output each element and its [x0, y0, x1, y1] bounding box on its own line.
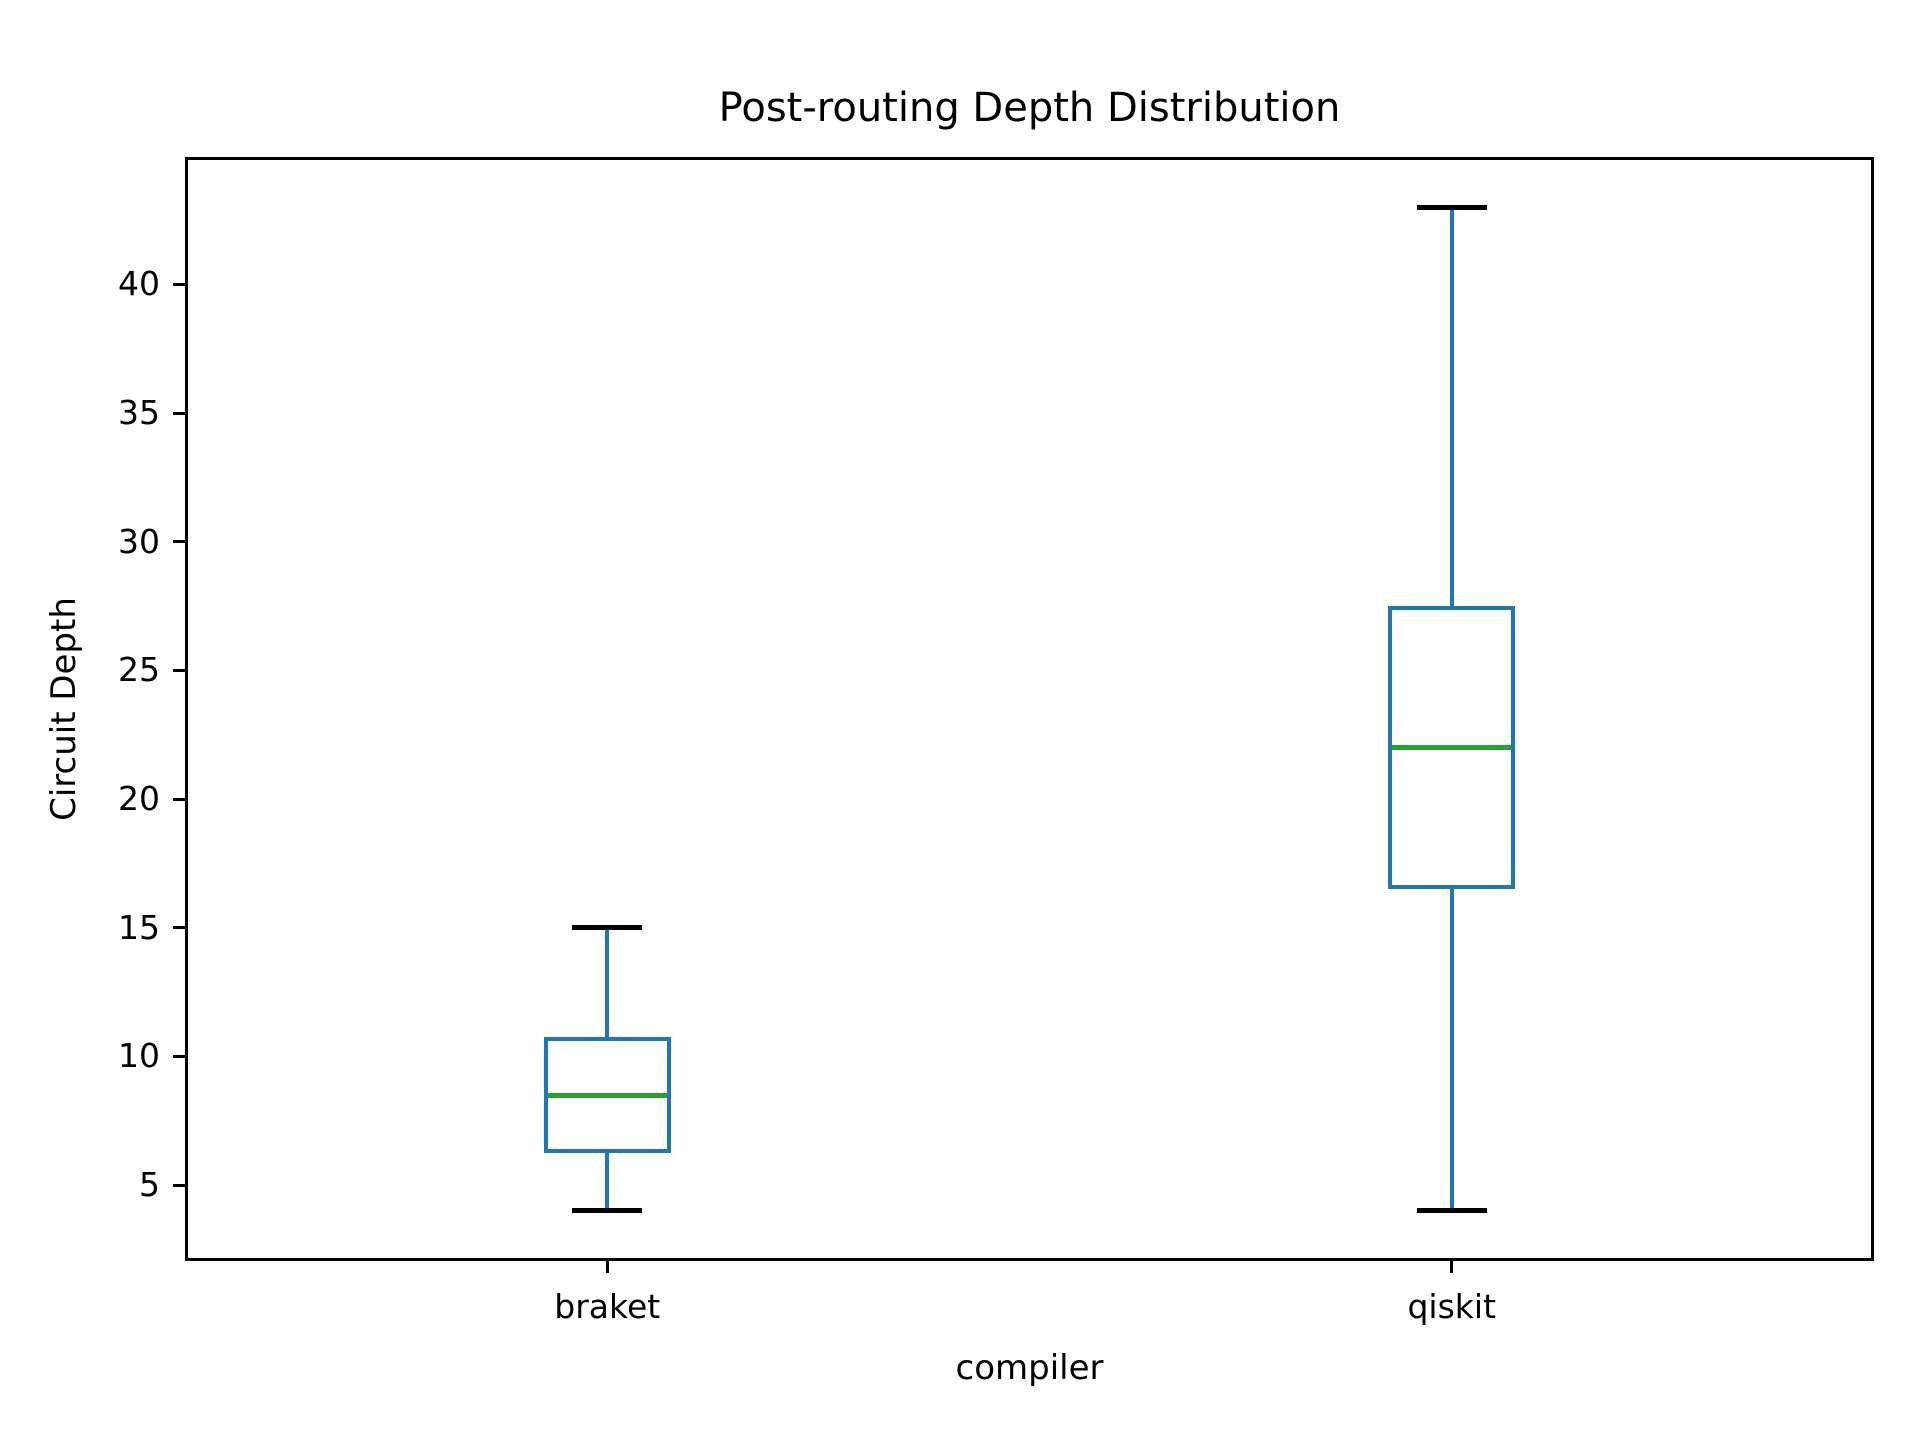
whisker-lower: [605, 1152, 610, 1211]
y-tick-mark: [173, 1183, 185, 1187]
x-axis-label: compiler: [955, 1348, 1104, 1388]
x-tick-mark: [605, 1261, 609, 1273]
whisker-cap-upper: [1416, 204, 1487, 210]
y-tick-mark: [173, 1054, 185, 1058]
y-tick-label: 35: [118, 393, 160, 433]
y-tick-mark: [173, 668, 185, 672]
y-tick-label: 15: [118, 907, 160, 947]
y-tick-label: 30: [118, 521, 160, 561]
median-line: [547, 1092, 667, 1098]
box-rect: [1388, 606, 1516, 890]
whisker-cap-lower: [1416, 1208, 1487, 1214]
box-rect: [543, 1037, 671, 1153]
y-tick-mark: [173, 540, 185, 544]
y-tick-mark: [173, 282, 185, 286]
whisker-upper: [1449, 207, 1454, 607]
y-tick-label: 40: [118, 264, 160, 304]
whisker-cap-upper: [572, 925, 643, 931]
y-tick-label: 10: [118, 1036, 160, 1076]
x-tick-label: braket: [554, 1287, 661, 1326]
y-tick-mark: [173, 797, 185, 801]
y-tick-mark: [173, 411, 185, 415]
whisker-lower: [1449, 889, 1454, 1211]
x-tick-mark: [1450, 1261, 1454, 1273]
chart-title: Post-routing Depth Distribution: [718, 85, 1341, 131]
x-tick-label: qiskit: [1407, 1287, 1497, 1326]
y-tick-mark: [173, 926, 185, 930]
y-tick-label: 20: [118, 779, 160, 819]
whisker-upper: [605, 927, 610, 1038]
y-tick-label: 25: [118, 650, 160, 690]
whisker-cap-lower: [572, 1208, 643, 1214]
plot-area: [185, 157, 1874, 1261]
y-tick-label: 5: [139, 1165, 160, 1205]
median-line: [1392, 745, 1512, 751]
